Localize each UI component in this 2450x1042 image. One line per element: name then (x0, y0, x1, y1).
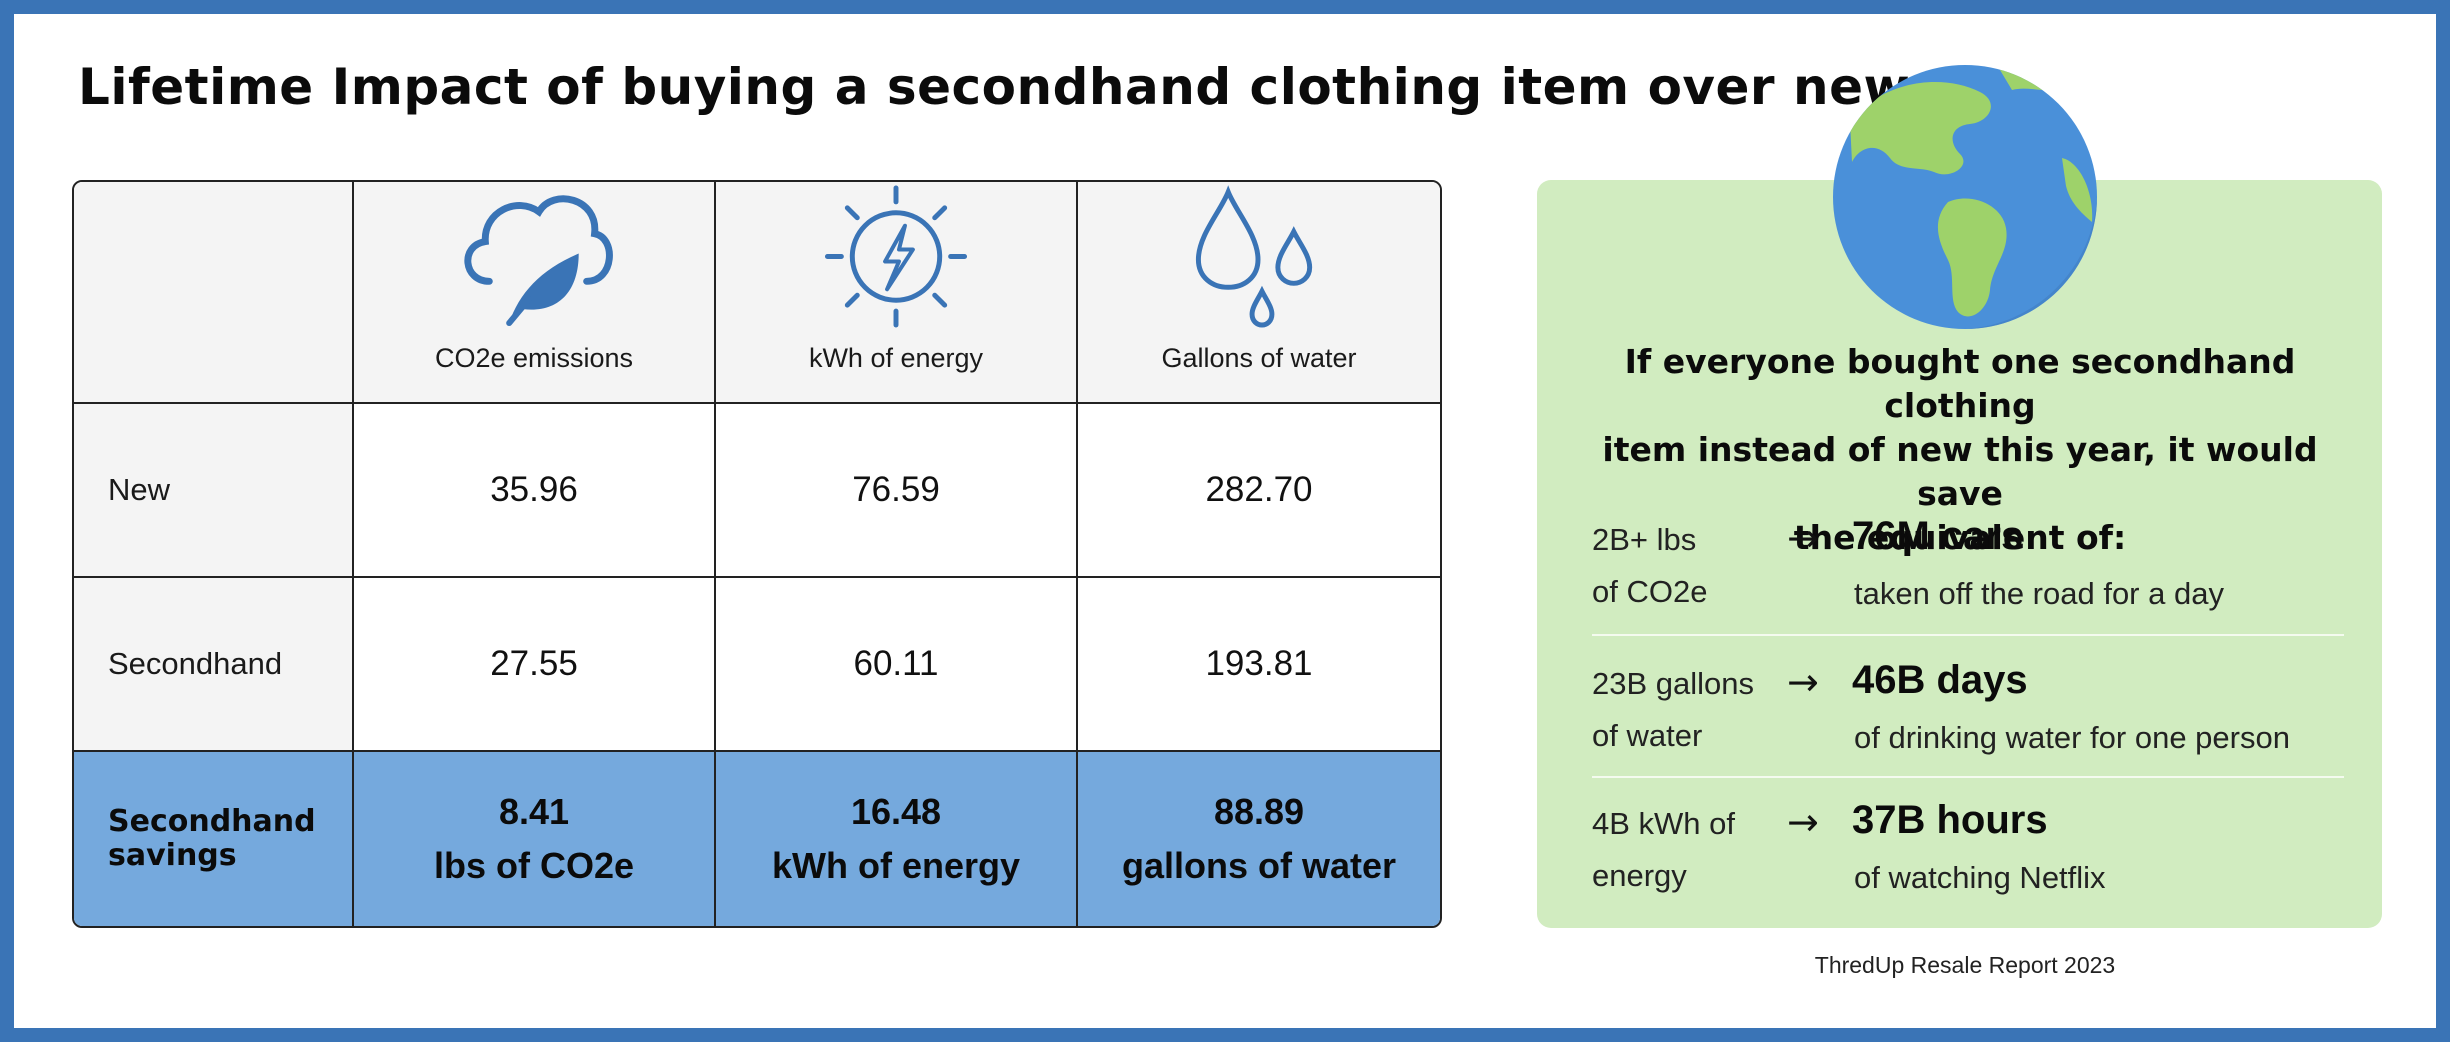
quantity-line: energy (1592, 850, 1782, 902)
arrow-right-icon: → (1787, 660, 1819, 704)
arrow-right-icon: → (1787, 800, 1819, 844)
column-label: CO2e emissions (435, 343, 633, 374)
equivalent-headline: 37B hours (1852, 798, 2048, 843)
equivalent-row-energy: 4B kWh of energy → 37B hours of watching… (1592, 798, 2352, 928)
row-label-savings: Secondhand savings (74, 752, 354, 926)
page-title: Lifetime Impact of buying a secondhand c… (78, 58, 1910, 116)
equivalent-quantity: 23B gallons of water (1592, 658, 1782, 762)
quantity-line: 2B+ lbs (1592, 514, 1782, 566)
quantity-line: 23B gallons (1592, 658, 1782, 710)
equivalent-row-co2: 2B+ lbs of CO2e → 76M cars taken off the… (1592, 514, 2352, 644)
savings-unit: kWh of energy (772, 839, 1020, 893)
table-cell: 193.81 (1078, 578, 1440, 752)
headline-line: If everyone bought one secondhand clothi… (1560, 340, 2360, 428)
savings-number: 8.41 (499, 785, 569, 839)
equivalent-headline: 46B days (1852, 658, 2028, 703)
impact-table: CO2e emissions kWh of energy Gallons of … (72, 180, 1442, 928)
divider (1592, 634, 2344, 636)
quantity-line: of CO2e (1592, 566, 1782, 618)
equivalent-description: of drinking water for one person (1854, 720, 2290, 756)
column-label: kWh of energy (809, 343, 983, 374)
column-header-co2: CO2e emissions (354, 182, 716, 404)
equivalent-row-water: 23B gallons of water → 46B days of drink… (1592, 658, 2352, 788)
table-cell: 76.59 (716, 404, 1078, 578)
table-cell: 282.70 (1078, 404, 1440, 578)
savings-number: 16.48 (851, 785, 941, 839)
quantity-line: 4B kWh of (1592, 798, 1782, 850)
savings-cell-co2: 8.41 lbs of CO2e (354, 752, 716, 926)
row-label-secondhand: Secondhand (74, 578, 354, 752)
equivalent-quantity: 4B kWh of energy (1592, 798, 1782, 902)
table-cell: 27.55 (354, 578, 716, 752)
table-cell: 60.11 (716, 578, 1078, 752)
cloud-leaf-icon (449, 182, 619, 331)
equivalent-headline: 76M cars (1852, 514, 2023, 559)
savings-unit: lbs of CO2e (434, 839, 634, 893)
water-drops-icon (1184, 182, 1334, 331)
column-header-water: Gallons of water (1078, 182, 1440, 404)
column-label: Gallons of water (1161, 343, 1356, 374)
quantity-line: of water (1592, 710, 1782, 762)
equivalent-quantity: 2B+ lbs of CO2e (1592, 514, 1782, 618)
headline-line: item instead of new this year, it would … (1560, 428, 2360, 516)
source-credit: ThredUp Resale Report 2023 (1780, 952, 2150, 979)
row-label-new: New (74, 404, 354, 578)
savings-unit: gallons of water (1122, 839, 1396, 893)
savings-cell-energy: 16.48 kWh of energy (716, 752, 1078, 926)
equivalent-description: taken off the road for a day (1854, 576, 2224, 612)
divider (1592, 776, 2344, 778)
column-header-energy: kWh of energy (716, 182, 1078, 404)
savings-number: 88.89 (1214, 785, 1304, 839)
equivalent-description: of watching Netflix (1854, 860, 2106, 896)
sun-lightning-icon (821, 182, 971, 331)
arrow-right-icon: → (1787, 516, 1819, 560)
globe-icon (1830, 62, 2100, 332)
table-cell: 35.96 (354, 404, 716, 578)
table-corner-cell (74, 182, 354, 404)
savings-cell-water: 88.89 gallons of water (1078, 752, 1440, 926)
